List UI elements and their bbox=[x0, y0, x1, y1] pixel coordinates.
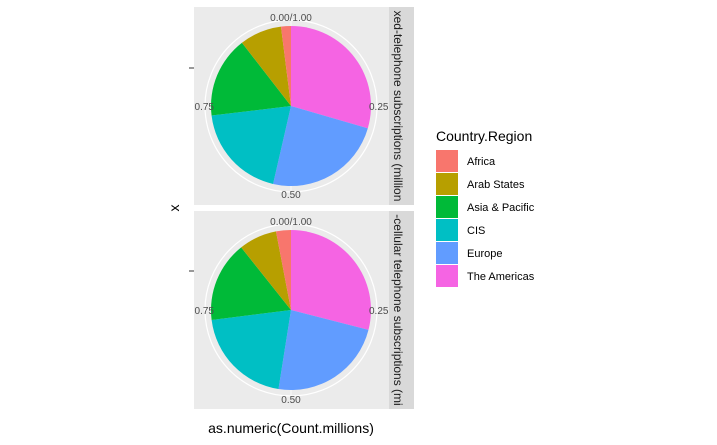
panel-1-slice-europe bbox=[273, 106, 368, 186]
legend-label-africa: Africa bbox=[467, 156, 496, 168]
legend-title: Country.Region bbox=[436, 128, 532, 144]
legend-key-arab-states bbox=[436, 173, 458, 195]
panel-1-slice-the-americas bbox=[291, 26, 371, 129]
panel-2-tick-top: 0.00/1.00 bbox=[270, 217, 312, 228]
x-axis-title: as.numeric(Count.millions) bbox=[208, 420, 374, 436]
panel-2-tick-left: 0.75 bbox=[195, 306, 215, 317]
panel-1-tick-top: 0.00/1.00 bbox=[270, 13, 312, 24]
panel-1-slice-arab-states bbox=[241, 26, 291, 107]
panel-1-slice-cis bbox=[211, 106, 291, 184]
legend-label-europe: Europe bbox=[467, 248, 502, 260]
legend-key-cis bbox=[436, 219, 458, 241]
panel-2-slice-asia-and-pacific bbox=[211, 247, 291, 321]
panel-1-strip-label: xed-telephone subscriptions (million bbox=[391, 11, 405, 202]
panel-2-slice-africa bbox=[276, 230, 291, 310]
legend-label-asia-and-pacific: Asia & Pacific bbox=[467, 202, 535, 214]
legend-key-the-americas bbox=[436, 265, 458, 287]
y-axis-title: x bbox=[166, 205, 182, 212]
panel-2-slices bbox=[211, 230, 371, 390]
panel-2-tick-bottom: 0.50 bbox=[281, 395, 301, 406]
panel-1-tick-left: 0.75 bbox=[195, 102, 215, 113]
legend-label-cis: CIS bbox=[467, 225, 485, 237]
panel-2-strip-label: -cellular telephone subscriptions (mi bbox=[391, 214, 405, 405]
panel-2-slice-the-americas bbox=[291, 230, 371, 330]
panel-2-slice-europe bbox=[278, 310, 369, 390]
panel-2: 0.00/1.00 0.25 0.50 0.75 -cellular telep… bbox=[189, 211, 414, 409]
panel-1-slice-asia-and-pacific bbox=[211, 42, 291, 116]
panel-2-slice-arab-states bbox=[241, 231, 291, 310]
legend-key-africa bbox=[436, 150, 458, 172]
legend-key-asia-and-pacific bbox=[436, 196, 458, 218]
panel-2-slice-cis bbox=[211, 310, 291, 390]
legend-label-arab-states: Arab States bbox=[467, 179, 525, 191]
panel-1: 0.00/1.00 0.25 0.50 0.75 xed-telephone s… bbox=[189, 7, 414, 205]
panel-1-strip bbox=[389, 7, 414, 205]
legend: Country.Region Africa Arab States Asia & P… bbox=[436, 128, 535, 287]
legend-key-europe bbox=[436, 242, 458, 264]
panel-1-slice-africa bbox=[280, 26, 291, 106]
panel-1-slices bbox=[211, 26, 371, 186]
panel-1-tick-bottom: 0.50 bbox=[281, 190, 301, 201]
legend-label-the-americas: The Americas bbox=[467, 271, 535, 283]
panel-2-strip bbox=[389, 211, 414, 409]
panel-2-tick-right: 0.25 bbox=[369, 306, 389, 317]
panel-1-tick-right: 0.25 bbox=[369, 102, 389, 113]
legend-items: Africa Arab States Asia & Pacific CIS Europe… bbox=[436, 150, 535, 287]
